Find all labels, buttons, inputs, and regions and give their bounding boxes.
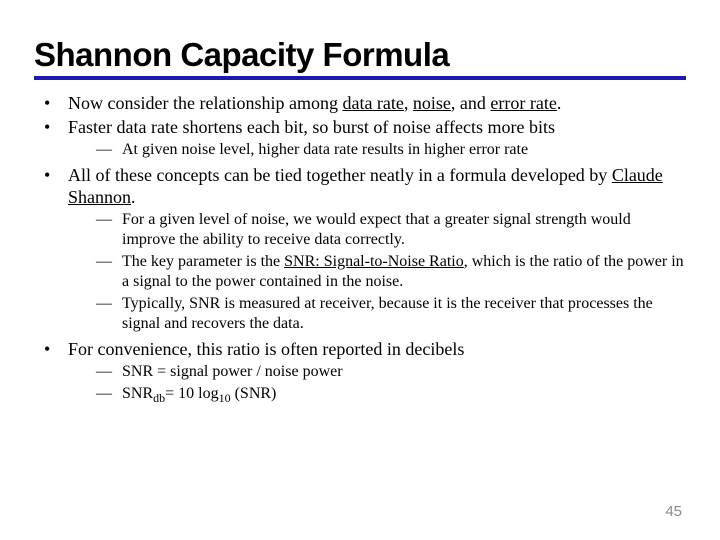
sub-bullet-item: The key parameter is the SNR: Signal-to-…	[96, 252, 686, 292]
sub-bullet-text: For a given level of noise, we would exp…	[122, 211, 631, 248]
slide: Shannon Capacity Formula Now consider th…	[0, 0, 720, 404]
sub-bullet-item: Typically, SNR is measured at receiver, …	[96, 294, 686, 334]
sub-bullet-text: Typically, SNR is measured at receiver, …	[122, 295, 653, 332]
title-underline	[34, 76, 686, 80]
page-number: 45	[665, 503, 682, 520]
sub-bullet-item: For a given level of noise, we would exp…	[96, 210, 686, 250]
sub-bullet-item: SNR = signal power / noise power	[96, 362, 686, 382]
slide-title: Shannon Capacity Formula	[34, 36, 686, 74]
bullet-list: Now consider the relationship among data…	[34, 92, 686, 404]
sub-bullet-text: At given noise level, higher data rate r…	[122, 141, 528, 158]
sub-bullet-text: SNRdb= 10 log10 (SNR)	[122, 385, 276, 402]
bullet-item: Faster data rate shortens each bit, so b…	[40, 116, 686, 160]
sub-bullet-list: For a given level of noise, we would exp…	[68, 210, 686, 334]
sub-bullet-item: At given noise level, higher data rate r…	[96, 140, 686, 160]
sub-bullet-text: SNR = signal power / noise power	[122, 363, 343, 380]
bullet-item: All of these concepts can be tied togeth…	[40, 164, 686, 334]
bullet-item: Now consider the relationship among data…	[40, 92, 686, 114]
sub-bullet-text: The key parameter is the SNR: Signal-to-…	[122, 253, 684, 290]
sub-bullet-list: SNR = signal power / noise power SNRdb= 1…	[68, 362, 686, 404]
bullet-text: For convenience, this ratio is often rep…	[68, 339, 464, 359]
sub-bullet-list: At given noise level, higher data rate r…	[68, 140, 686, 160]
bullet-item: For convenience, this ratio is often rep…	[40, 338, 686, 404]
bullet-text: Faster data rate shortens each bit, so b…	[68, 117, 555, 137]
bullet-text: All of these concepts can be tied togeth…	[68, 165, 663, 207]
bullet-text: Now consider the relationship among data…	[68, 93, 561, 113]
sub-bullet-item: SNRdb= 10 log10 (SNR)	[96, 384, 686, 404]
